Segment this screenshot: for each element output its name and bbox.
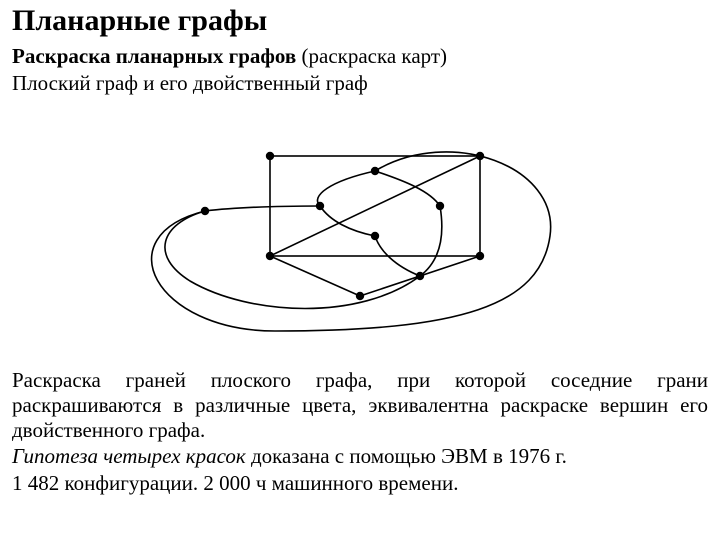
four-color-theorem-rest: доказана с помощью ЭВМ в 1976 г. xyxy=(246,444,567,468)
four-color-theorem-name: Гипотеза четырех красок xyxy=(12,444,246,468)
paragraph-theorem: Гипотеза четырех красок доказана с помощ… xyxy=(12,444,708,469)
diagram-container xyxy=(12,106,708,356)
planar-graph-diagram xyxy=(130,106,590,356)
paragraph-stats: 1 482 конфигурации. 2 000 ч машинного вр… xyxy=(12,471,708,496)
subtitle-line: Раскраска планарных графов (раскраска ка… xyxy=(12,44,708,69)
subtitle-bold: Раскраска планарных графов xyxy=(12,44,296,68)
subtitle-plain: (раскраска карт) xyxy=(296,44,447,68)
page-title: Планарные графы xyxy=(12,4,708,38)
paragraph-coloring: Раскраска граней плоского графа, при кот… xyxy=(12,368,708,442)
line2: Плоский граф и его двойственный граф xyxy=(12,71,708,96)
